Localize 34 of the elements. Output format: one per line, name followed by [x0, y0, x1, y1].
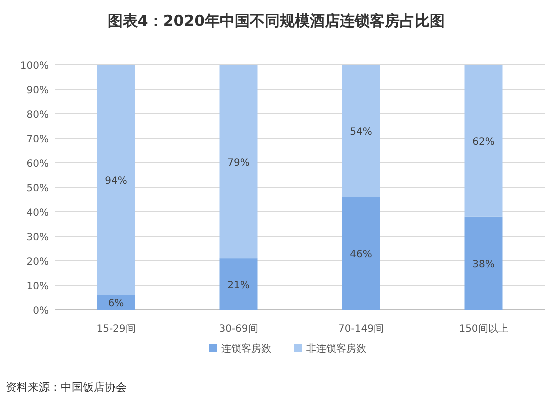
bar [342, 197, 380, 310]
chart-title: 图表4：2020年中国不同规模酒店连锁客房占比图 [108, 12, 446, 30]
y-tick-label: 90% [26, 86, 49, 96]
bar [342, 65, 380, 198]
y-tick-label: 50% [26, 184, 49, 194]
y-tick-label: 100% [20, 61, 49, 72]
x-tick-label: 30-69间 [219, 323, 258, 335]
data-label: 21% [228, 280, 250, 292]
bar [97, 65, 136, 296]
y-tick-label: 30% [26, 232, 49, 244]
data-label: 54% [350, 127, 372, 138]
y-tick-label: 60% [26, 159, 49, 170]
bar [220, 65, 258, 259]
data-label: 46% [350, 250, 372, 261]
data-label: 6% [108, 298, 124, 310]
data-label: 38% [472, 259, 495, 270]
text: 资料来源：中国饭店协会 [6, 381, 127, 394]
y-tick-label: 10% [26, 282, 49, 292]
bar [464, 65, 503, 217]
bar [220, 258, 258, 310]
bar [464, 216, 503, 310]
data-label: 62% [472, 136, 495, 148]
y-tick-label: 20% [26, 257, 49, 268]
x-tick-label: 70-149间 [338, 323, 384, 335]
data-label: 94% [105, 176, 128, 188]
data-label: 79% [228, 158, 250, 169]
y-tick-label: 0% [33, 306, 49, 317]
y-tick-label: 80% [26, 110, 49, 121]
x-tick-label: 15-29间 [96, 323, 136, 335]
x-tick-label: 150间以上 [459, 323, 508, 335]
y-tick-label: 40% [26, 208, 49, 219]
y-tick-label: 70% [26, 134, 49, 146]
legend-label: 非连锁客房数 [306, 343, 366, 355]
legend-label: 连锁客房数 [222, 343, 272, 355]
